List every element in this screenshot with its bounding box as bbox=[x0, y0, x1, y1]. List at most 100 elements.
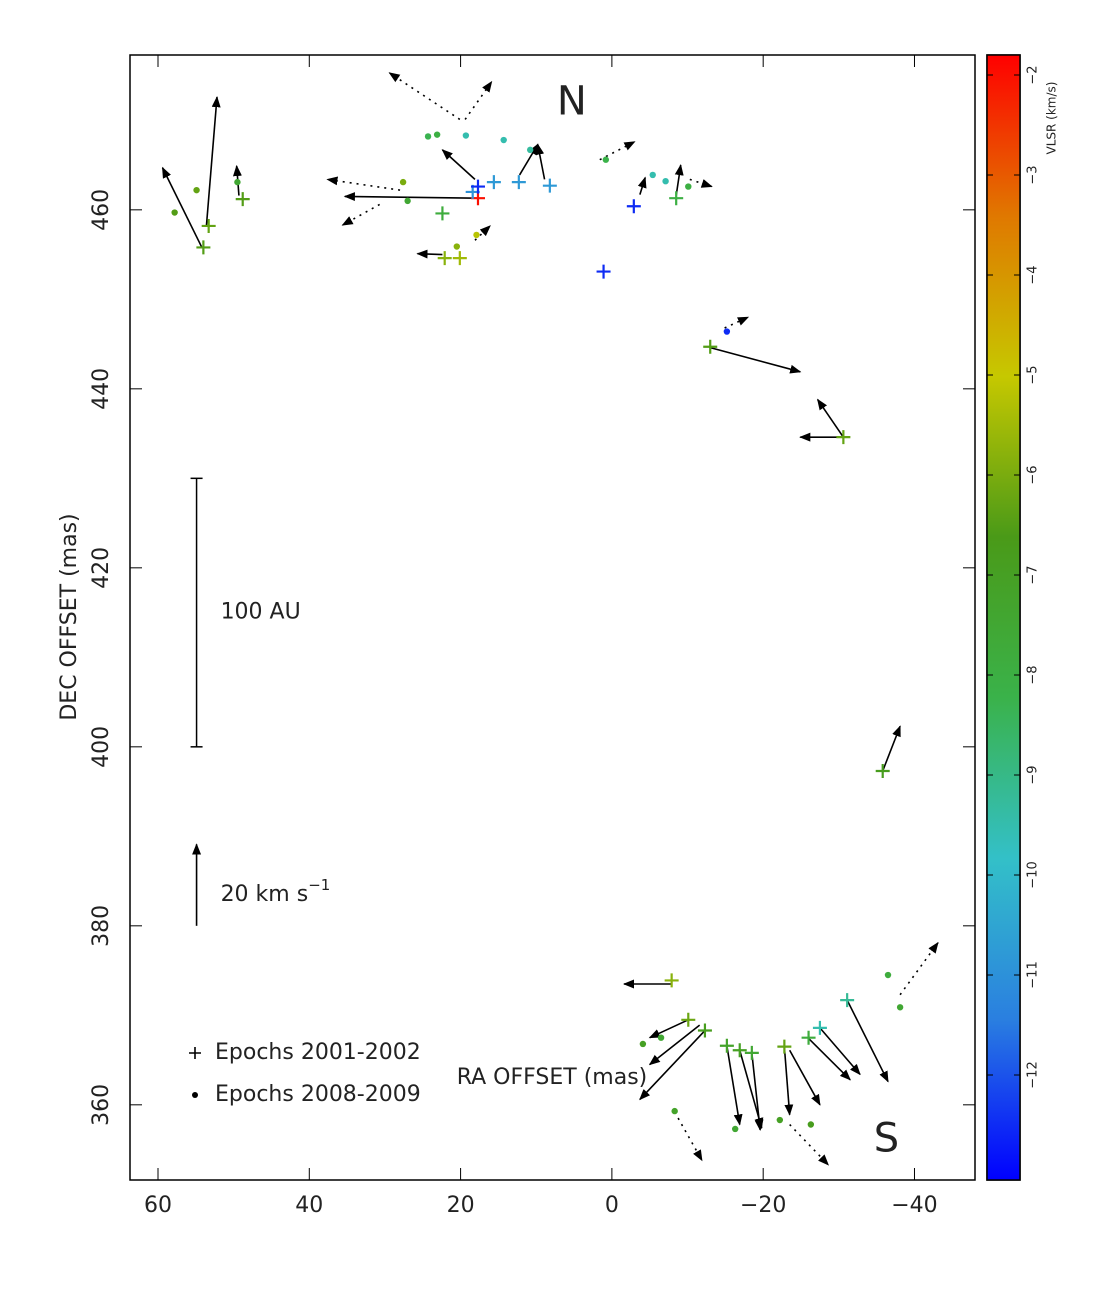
arrow bbox=[161, 166, 203, 248]
plus-point bbox=[626, 199, 641, 214]
plus-point bbox=[697, 1023, 712, 1038]
velocity-label-exponent: −1 bbox=[308, 876, 330, 894]
plus-point bbox=[875, 763, 890, 778]
colorbar-tick-label: −9 bbox=[1026, 765, 1041, 784]
dot-point bbox=[662, 177, 669, 185]
plus-point bbox=[703, 339, 718, 354]
velocity-label: 20 km s−1 bbox=[221, 876, 331, 908]
arrow bbox=[639, 1029, 706, 1101]
y-tick-label: 420 bbox=[89, 547, 114, 589]
dot-point bbox=[453, 243, 461, 250]
dotted-arrow bbox=[388, 72, 461, 121]
dot-point bbox=[807, 1121, 815, 1128]
y-tick-label: 400 bbox=[89, 726, 114, 768]
colorbar-tick-label: −10 bbox=[1026, 861, 1041, 888]
dot-point bbox=[424, 133, 432, 140]
plus-point bbox=[681, 1012, 696, 1027]
dot-point bbox=[399, 178, 407, 186]
arrow bbox=[710, 346, 802, 374]
annotation: S bbox=[874, 1116, 899, 1162]
y-tick-label: 360 bbox=[89, 1084, 114, 1126]
arrow bbox=[807, 1037, 851, 1081]
legend-marker bbox=[189, 1047, 201, 1059]
dot-point bbox=[404, 197, 411, 205]
plus-point bbox=[777, 1039, 792, 1054]
dotted-arrow bbox=[689, 178, 713, 188]
colorbar-label: VLSR (km/s) bbox=[1045, 82, 1059, 155]
dot-point bbox=[685, 183, 692, 190]
x-tick-label: −20 bbox=[740, 1193, 786, 1218]
plus-point bbox=[235, 192, 250, 207]
dotted-arrow bbox=[789, 1123, 830, 1166]
arrow bbox=[788, 1049, 821, 1106]
legend-label: Epochs 2001-2002 bbox=[215, 1040, 421, 1065]
colorbar-tick-label: −2 bbox=[1026, 65, 1041, 84]
x-tick-label: 0 bbox=[605, 1193, 619, 1218]
x-tick-label: −40 bbox=[891, 1193, 937, 1218]
plus-point bbox=[732, 1043, 747, 1058]
plus-point bbox=[836, 430, 851, 445]
plus-point bbox=[542, 178, 557, 193]
dot-point bbox=[602, 156, 610, 163]
plus-point bbox=[437, 251, 452, 266]
x-axis-label: RA OFFSET (mas) bbox=[457, 1065, 648, 1090]
dot-point bbox=[193, 186, 200, 194]
y-tick-label: 380 bbox=[89, 905, 114, 947]
arrow bbox=[648, 1024, 701, 1066]
arrow bbox=[343, 192, 478, 202]
colorbar-tick-label: −6 bbox=[1026, 465, 1041, 484]
arrow bbox=[674, 163, 684, 196]
plus-point bbox=[435, 206, 450, 221]
dot-point bbox=[171, 209, 178, 216]
plus-point bbox=[744, 1045, 759, 1060]
plus-point bbox=[812, 1020, 827, 1035]
x-tick-label: 60 bbox=[144, 1193, 172, 1218]
legend-marker bbox=[192, 1092, 198, 1098]
plus-point bbox=[669, 191, 684, 206]
dot-point bbox=[500, 136, 507, 144]
x-tick-label: 40 bbox=[295, 1193, 323, 1218]
dot-point bbox=[639, 1040, 647, 1048]
annotation: N bbox=[557, 78, 587, 124]
colorbar-tick-label: −12 bbox=[1026, 1061, 1041, 1088]
dot-point bbox=[884, 971, 892, 979]
plus-point bbox=[719, 1038, 734, 1053]
dotted-arrow bbox=[341, 203, 381, 226]
arrow bbox=[416, 249, 443, 259]
arrow bbox=[648, 1019, 689, 1039]
dot-point bbox=[462, 132, 470, 139]
dot-point bbox=[776, 1116, 784, 1124]
colorbar-tick-label: −7 bbox=[1026, 565, 1041, 584]
colorbar-tick-label: −4 bbox=[1026, 265, 1041, 284]
dotted-arrow bbox=[673, 1111, 703, 1162]
dot-point bbox=[671, 1107, 678, 1115]
dot-point bbox=[896, 1004, 904, 1011]
arrow bbox=[518, 143, 539, 176]
plus-point bbox=[596, 264, 611, 279]
colorbar bbox=[986, 54, 1021, 1181]
dot-point bbox=[473, 231, 480, 239]
arrow bbox=[816, 398, 845, 438]
plus-point bbox=[201, 218, 216, 233]
velocity-label-text: 20 km s bbox=[221, 882, 309, 907]
arrow bbox=[441, 149, 476, 180]
plus-point bbox=[664, 973, 679, 988]
dot-point bbox=[649, 171, 656, 179]
y-tick-label: 460 bbox=[89, 189, 114, 231]
dot-point bbox=[657, 1034, 665, 1041]
colorbar-tick-label: −8 bbox=[1026, 665, 1041, 684]
dotted-arrow bbox=[724, 316, 750, 329]
dot-point bbox=[433, 131, 441, 138]
arrow bbox=[846, 999, 889, 1083]
plot-frame bbox=[129, 54, 976, 1181]
arrow bbox=[637, 176, 647, 195]
plus-point bbox=[486, 175, 501, 190]
plus-point bbox=[801, 1030, 816, 1045]
dot-point bbox=[526, 146, 534, 154]
arrow bbox=[819, 1027, 861, 1076]
y-axis-label: DEC OFFSET (mas) bbox=[57, 513, 82, 720]
colorbar-tick-label: −5 bbox=[1026, 365, 1041, 384]
plus-point bbox=[196, 240, 211, 255]
